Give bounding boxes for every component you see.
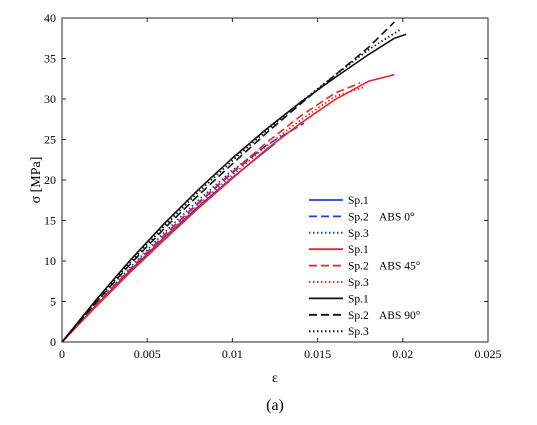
legend-label: Sp.3 — [348, 228, 369, 240]
y-tick-label: 0 — [50, 335, 56, 349]
y-tick-label: 5 — [50, 295, 56, 309]
x-tick-label: 0 — [59, 347, 65, 361]
y-axis-label: σ [MPa] — [29, 157, 44, 204]
y-tick-label: 30 — [44, 92, 56, 106]
y-tick-label: 15 — [44, 214, 56, 228]
legend-label: Sp.2 — [348, 310, 369, 322]
legend-label: Sp.1 — [348, 244, 369, 256]
x-tick-label: 0.01 — [222, 347, 243, 361]
legend-label: Sp.1 — [348, 293, 369, 305]
x-axis-label: ε — [272, 371, 278, 386]
legend: Sp.1 Sp.2 Sp.3 Sp.1 Sp.2 Sp.3 Sp.1 Sp.2 Sp.3 ABS … — [309, 195, 421, 338]
y-tick-label: 20 — [44, 173, 56, 187]
legend-label: Sp.2 — [348, 261, 369, 273]
axes-layer: 0 0.005 0.01 0.015 0.02 0.025 0 5 10 15 20 25 30 35 40 — [44, 11, 502, 361]
plot-area — [61, 17, 489, 343]
x-tick-label: 0.025 — [475, 347, 502, 361]
series-line-5 — [61, 82, 361, 343]
legend-label: Sp.3 — [348, 277, 369, 289]
legend-label: Sp.3 — [348, 326, 369, 338]
series-layer — [61, 21, 407, 343]
y-tick-label: 40 — [44, 11, 56, 25]
y-tick-label: 35 — [44, 52, 56, 66]
legend-label: Sp.1 — [348, 195, 369, 207]
legend-group-label: ABS 45° — [379, 261, 421, 273]
legend-group-label: ABS 90° — [379, 310, 421, 322]
y-tick-label: 25 — [44, 133, 56, 147]
legend-group-label: ABS 0° — [379, 211, 415, 223]
figure-caption: (a) — [266, 397, 284, 414]
series-line-4 — [61, 73, 395, 343]
series-line-7 — [61, 33, 407, 343]
series-line-9 — [61, 29, 400, 343]
legend-label: Sp.2 — [348, 211, 369, 223]
x-tick-label: 0.02 — [392, 347, 413, 361]
x-tick-label: 0.015 — [304, 347, 331, 361]
x-tick-label: 0.005 — [134, 347, 161, 361]
y-tick-label: 10 — [44, 254, 56, 268]
